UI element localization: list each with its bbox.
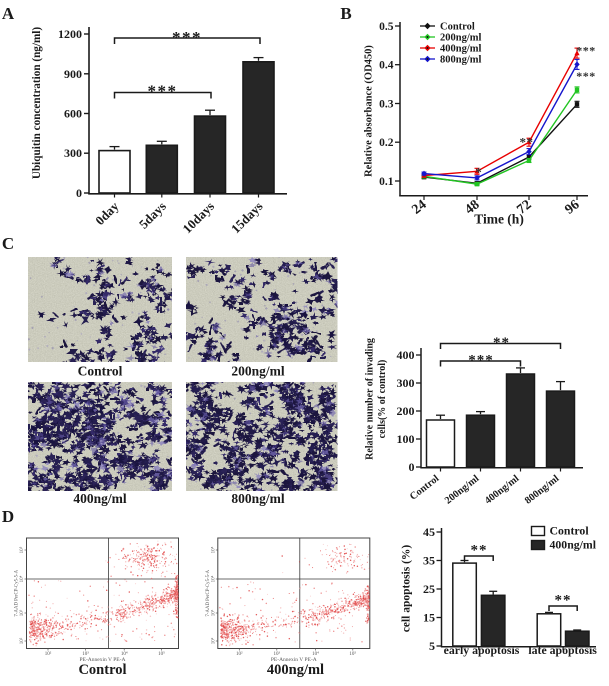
svg-text:5days: 5days [136, 199, 169, 232]
svg-text:0: 0 [76, 186, 82, 200]
svg-text:400ng/ml: 400ng/ml [267, 662, 324, 678]
svg-text:24: 24 [409, 196, 429, 216]
svg-text:D: D [2, 507, 14, 526]
svg-text:10³: 10³ [19, 609, 25, 616]
svg-text:10days: 10days [179, 199, 217, 237]
svg-text:***: *** [172, 28, 202, 47]
svg-text:*: * [475, 165, 482, 180]
svg-text:7-AAD PerCP-Cy5-5-A: 7-AAD PerCP-Cy5-5-A [15, 569, 20, 616]
svg-text:10⁵: 10⁵ [158, 651, 165, 657]
svg-text:800ng/ml: 800ng/ml [231, 491, 285, 506]
svg-text:10²: 10² [45, 651, 52, 657]
svg-text:800ng/ml: 800ng/ml [523, 473, 562, 507]
svg-text:0.5: 0.5 [379, 21, 394, 33]
svg-text:B: B [340, 4, 351, 23]
svg-text:10⁵: 10⁵ [210, 546, 216, 553]
svg-text:200ng/ml: 200ng/ml [443, 473, 482, 507]
svg-text:900: 900 [64, 67, 82, 81]
svg-text:**: ** [555, 593, 572, 609]
svg-text:A: A [2, 4, 15, 23]
svg-text:Relative absorbance (OD450): Relative absorbance (OD450) [364, 45, 375, 177]
svg-text:Control: Control [408, 473, 442, 503]
svg-text:**: ** [520, 135, 534, 150]
svg-text:800ng/ml: 800ng/ml [440, 55, 482, 66]
svg-text:early apoptosis: early apoptosis [444, 643, 520, 657]
svg-text:96: 96 [562, 196, 582, 216]
svg-text:600: 600 [64, 107, 82, 121]
svg-text:10⁵: 10⁵ [349, 651, 356, 657]
svg-text:300: 300 [397, 376, 415, 390]
svg-text:late apoptosis: late apoptosis [528, 643, 597, 657]
svg-text:Control: Control [440, 22, 475, 33]
svg-text:cell apoptosis (%): cell apoptosis (%) [401, 545, 413, 633]
svg-text:Control: Control [78, 662, 126, 678]
svg-text:PE-Annexin V PE-A: PE-Annexin V PE-A [80, 657, 126, 663]
svg-text:0.1: 0.1 [379, 176, 394, 188]
svg-text:35: 35 [423, 554, 435, 568]
svg-text:400ng/ml: 400ng/ml [73, 491, 127, 506]
svg-text:Control: Control [78, 364, 123, 379]
svg-text:Control: Control [550, 524, 590, 538]
svg-text:10²: 10² [19, 637, 25, 644]
svg-text:25: 25 [423, 582, 435, 596]
svg-text:Time (h): Time (h) [474, 212, 524, 227]
svg-text:10³: 10³ [210, 609, 216, 616]
svg-text:0.2: 0.2 [379, 137, 394, 149]
svg-text:400: 400 [397, 348, 415, 362]
svg-text:15days: 15days [228, 199, 266, 237]
svg-text:PE-Annexin V PE-A: PE-Annexin V PE-A [271, 657, 317, 663]
svg-text:400ng/ml: 400ng/ml [550, 538, 597, 552]
svg-text:10⁴: 10⁴ [19, 575, 25, 582]
svg-text:200ng/ml: 200ng/ml [231, 364, 285, 379]
svg-text:0.4: 0.4 [379, 60, 394, 72]
svg-text:100: 100 [397, 432, 415, 446]
svg-text:***: *** [576, 44, 596, 58]
svg-text:***: *** [576, 69, 596, 83]
svg-text:Relative number of invading: Relative number of invading [365, 338, 376, 460]
svg-text:***: *** [148, 82, 178, 101]
svg-text:5: 5 [429, 639, 435, 653]
svg-text:***: *** [468, 353, 494, 369]
svg-text:0day: 0day [92, 198, 122, 228]
svg-text:10⁴: 10⁴ [121, 651, 128, 657]
svg-text:10³: 10³ [82, 651, 89, 657]
svg-text:cells(% of control): cells(% of control) [377, 360, 388, 439]
svg-text:200ng/ml: 200ng/ml [440, 33, 482, 44]
svg-text:C: C [2, 234, 14, 253]
svg-text:10³: 10³ [274, 651, 281, 657]
svg-text:10²: 10² [236, 651, 243, 657]
svg-text:300: 300 [64, 146, 82, 160]
svg-text:10²: 10² [210, 637, 216, 644]
svg-text:**: ** [471, 543, 488, 559]
svg-text:400ng/ml: 400ng/ml [483, 473, 522, 507]
svg-text:1200: 1200 [58, 27, 82, 41]
svg-text:7-AAD PerCP-Cy5-5-A: 7-AAD PerCP-Cy5-5-A [206, 569, 211, 616]
svg-text:10⁴: 10⁴ [210, 575, 216, 582]
svg-text:10⁵: 10⁵ [19, 546, 25, 553]
svg-text:0.3: 0.3 [379, 98, 394, 110]
svg-text:10⁴: 10⁴ [312, 651, 319, 657]
svg-text:15: 15 [423, 611, 435, 625]
svg-text:200: 200 [397, 404, 415, 418]
svg-text:400ng/ml: 400ng/ml [440, 44, 482, 55]
svg-text:**: ** [493, 335, 510, 351]
svg-text:Ubiquitin concentration (ng/ml: Ubiquitin concentration (ng/ml) [31, 27, 43, 180]
svg-text:0: 0 [409, 460, 415, 474]
svg-text:45: 45 [423, 525, 435, 539]
